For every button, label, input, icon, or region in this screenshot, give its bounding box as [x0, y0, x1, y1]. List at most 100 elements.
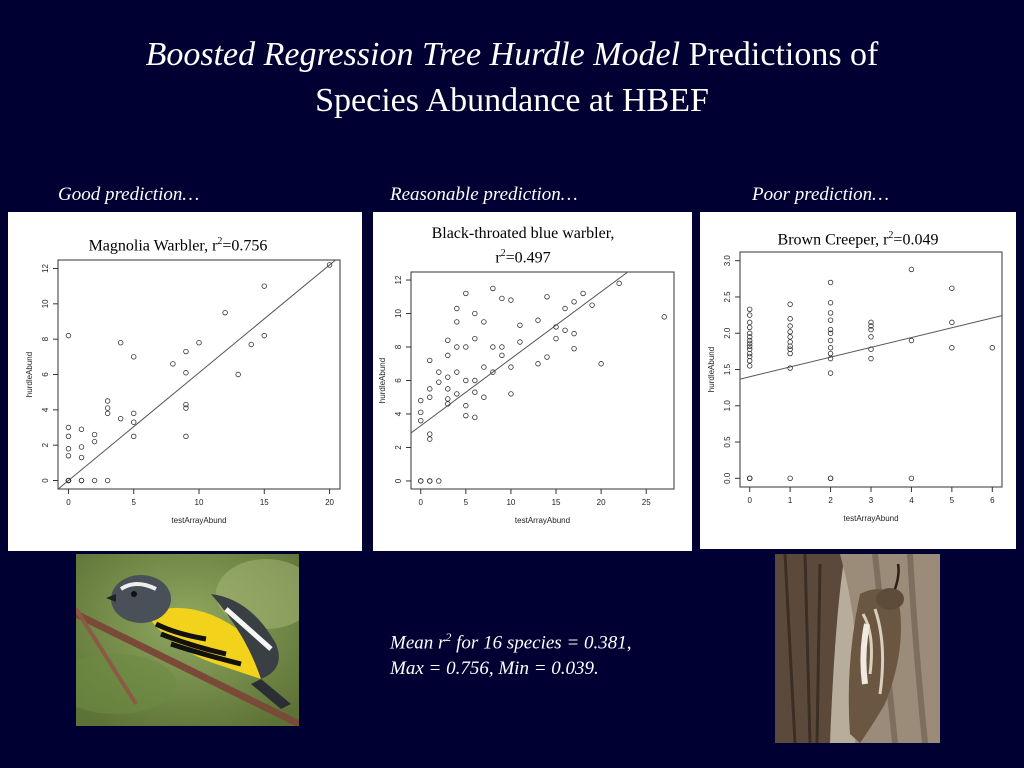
data-point: [747, 306, 753, 312]
data-point: [747, 330, 753, 336]
x-tick-label: 3: [869, 496, 874, 505]
data-point: [580, 290, 586, 297]
title-italic: Boosted Regression Tree Hurdle Model: [145, 36, 681, 73]
regression-line: [740, 315, 1002, 380]
data-point: [445, 401, 451, 407]
data-point: [747, 475, 753, 481]
data-point: [747, 340, 753, 347]
data-point: [589, 302, 595, 308]
data-point: [553, 335, 559, 342]
data-point: [427, 431, 433, 437]
regression-line: [411, 272, 629, 434]
data-point: [508, 364, 514, 370]
chart-title-text: Brown Creeper, r: [777, 231, 889, 249]
chart-panel-magnolia: 0 5 10 15 20 0 2 4 6 8 10 12 testArrayAbund hurdleAbu…: [8, 212, 362, 551]
data-point: [908, 266, 915, 273]
data-point: [787, 339, 793, 345]
data-point: [499, 295, 505, 302]
data-point: [117, 339, 124, 346]
data-point: [787, 301, 793, 307]
data-point: [463, 402, 469, 409]
data-point: [787, 475, 793, 481]
data-point: [463, 412, 469, 419]
data-point: [535, 361, 541, 367]
x-tick-label: 0: [419, 498, 424, 507]
data-point: [747, 353, 753, 360]
chart-title-magnolia: Magnolia Warbler, r2=0.756: [8, 232, 348, 256]
chart-title-sup: 2: [500, 248, 506, 259]
y-tick-label: 2: [394, 445, 403, 450]
data-point: [989, 345, 995, 351]
y-tick-label: 8: [394, 344, 403, 349]
y-tick-label: 1.0: [723, 400, 732, 412]
data-point: [65, 446, 72, 452]
data-point: [418, 409, 424, 416]
data-point: [787, 316, 793, 322]
data-point: [868, 334, 874, 340]
data-point: [183, 433, 189, 440]
data-point: [445, 374, 451, 380]
data-point: [65, 332, 72, 339]
data-point: [571, 330, 577, 337]
data-point: [261, 332, 267, 339]
data-point: [908, 475, 915, 481]
data-point: [827, 355, 834, 362]
x-tick-label: 2: [828, 496, 833, 505]
data-point: [517, 339, 523, 345]
y-tick-label: 8: [41, 336, 50, 341]
data-point: [747, 358, 753, 364]
data-point: [490, 285, 496, 292]
data-point: [747, 319, 753, 326]
regression-line: [58, 260, 337, 489]
data-point: [616, 280, 622, 287]
y-tick-label: 1.5: [723, 363, 732, 375]
data-point: [827, 330, 834, 336]
data-point: [481, 319, 487, 325]
brown-creeper-illustration: [775, 554, 940, 743]
caption-reasonable: Reasonable prediction…: [390, 184, 578, 205]
data-point: [170, 361, 176, 367]
y-tick-label: 2.5: [723, 291, 732, 303]
scatter-plot: 0 1 2 3 4 5 6 0.0 0.5 1.0 1.5 2.0 2.5 3.0 testArrayAbu…: [707, 251, 1003, 523]
data-point: [747, 334, 753, 340]
y-tick-label: 0: [394, 478, 403, 483]
data-point: [562, 327, 568, 333]
data-point: [747, 343, 753, 349]
x-tick-label: 20: [597, 498, 606, 507]
data-point: [418, 478, 424, 484]
data-point: [661, 314, 667, 320]
data-point: [747, 312, 753, 318]
data-point: [868, 323, 874, 329]
data-point: [131, 433, 137, 440]
data-point: [183, 370, 189, 376]
data-point: [472, 389, 478, 395]
data-point: [454, 391, 460, 397]
y-tick-label: 0: [41, 478, 50, 483]
data-point: [747, 350, 753, 357]
data-point: [787, 329, 793, 335]
data-point: [472, 310, 478, 317]
y-axis-label: hurdleAbund: [25, 352, 34, 397]
data-point: [472, 377, 478, 384]
data-point: [827, 350, 834, 357]
slide-title: Boosted Regression Tree Hurdle Model Pre…: [0, 32, 1024, 124]
data-point: [463, 344, 469, 350]
data-point: [78, 454, 85, 461]
data-point: [908, 337, 915, 344]
data-point: [868, 355, 874, 362]
data-point: [222, 309, 228, 316]
summary-sup: 2: [445, 630, 452, 644]
data-point: [544, 354, 550, 360]
data-point: [747, 337, 753, 344]
data-point: [454, 319, 460, 325]
data-point: [445, 337, 451, 344]
y-tick-label: 6: [394, 378, 403, 383]
data-point: [827, 475, 834, 481]
x-axis-label: testArrayAbund: [843, 514, 898, 523]
data-point: [787, 346, 793, 352]
data-point: [91, 477, 98, 484]
data-point: [117, 415, 124, 422]
title-line2: Species Abundance at HBEF: [315, 82, 709, 119]
title-rest: Predictions of: [680, 36, 879, 73]
data-point: [508, 391, 514, 397]
